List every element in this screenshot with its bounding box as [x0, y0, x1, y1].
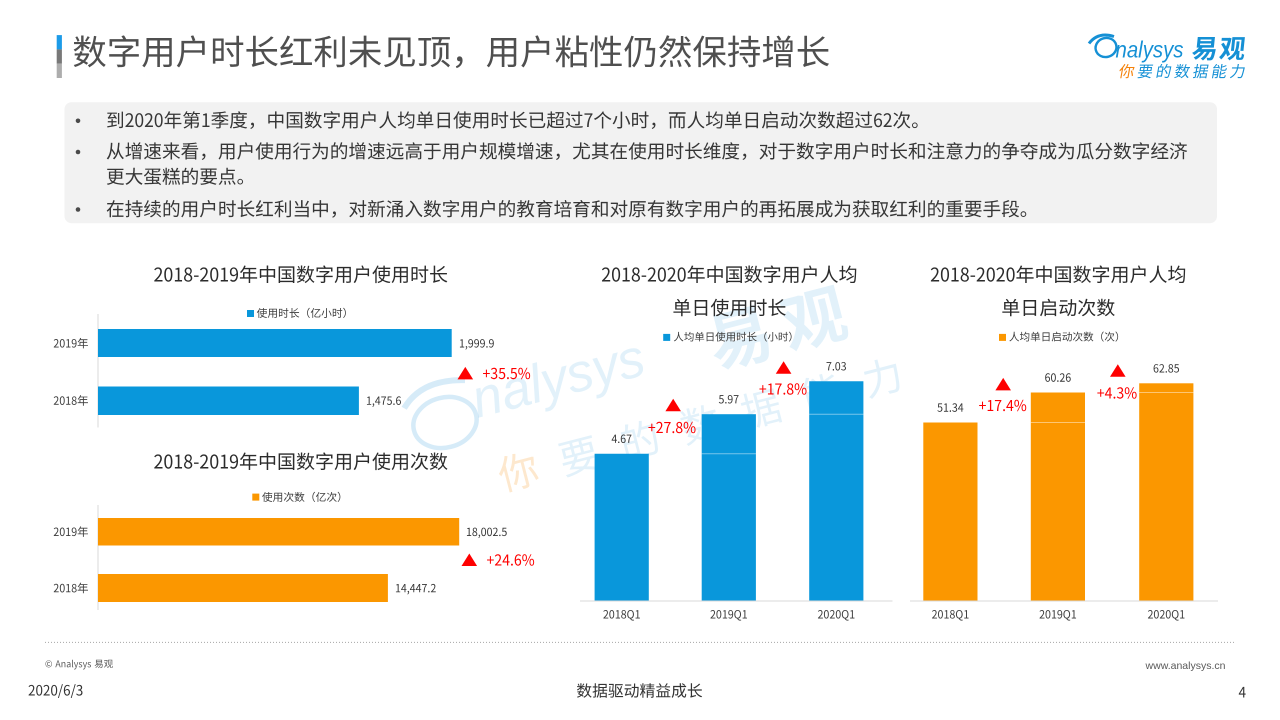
svg-text:www.analysys.cn: www.analysys.cn — [1145, 660, 1226, 672]
svg-text:nalysys: nalysys — [1116, 37, 1184, 63]
